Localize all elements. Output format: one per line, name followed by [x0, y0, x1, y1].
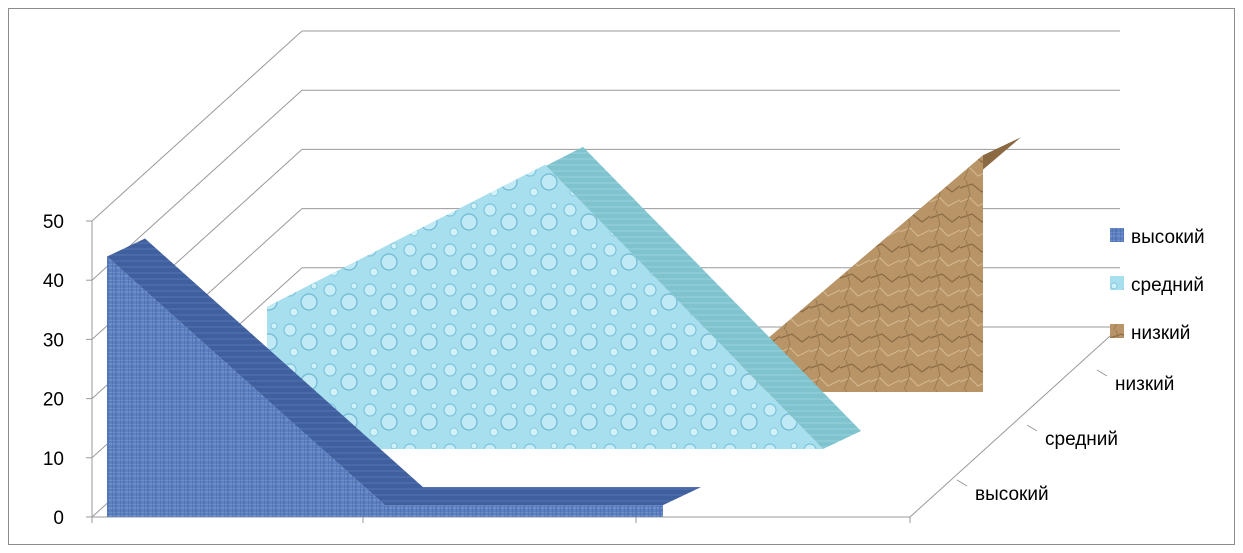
legend: высокий средний низкий: [1110, 227, 1205, 344]
series-2: [267, 147, 861, 449]
y-tick-label: 20: [43, 390, 64, 411]
y-tick-label: 10: [43, 449, 64, 470]
legend-swatch: [1110, 324, 1124, 338]
y-tick-label: 30: [43, 330, 64, 351]
depth-label: низкий: [1115, 374, 1174, 395]
depth-tick-mark: [1097, 370, 1107, 376]
depth-tick-mark: [1027, 425, 1037, 431]
y-tick-label: 40: [43, 271, 64, 292]
depth-label: высокий: [975, 484, 1049, 505]
gridline-side: [92, 31, 302, 221]
legend-label: средний: [1131, 275, 1204, 296]
depth-axis: высокий средний низкий: [957, 370, 1174, 505]
legend-swatch: [1110, 276, 1124, 290]
depth-label: средний: [1045, 429, 1118, 450]
legend-label: высокий: [1131, 227, 1205, 248]
legend-swatch: [1110, 228, 1124, 242]
series-layer: [107, 137, 1021, 517]
y-tick-label: 50: [43, 212, 64, 233]
depth-tick-mark: [957, 480, 967, 486]
y-tick-label: 0: [53, 508, 64, 529]
legend-label: низкий: [1131, 323, 1190, 344]
